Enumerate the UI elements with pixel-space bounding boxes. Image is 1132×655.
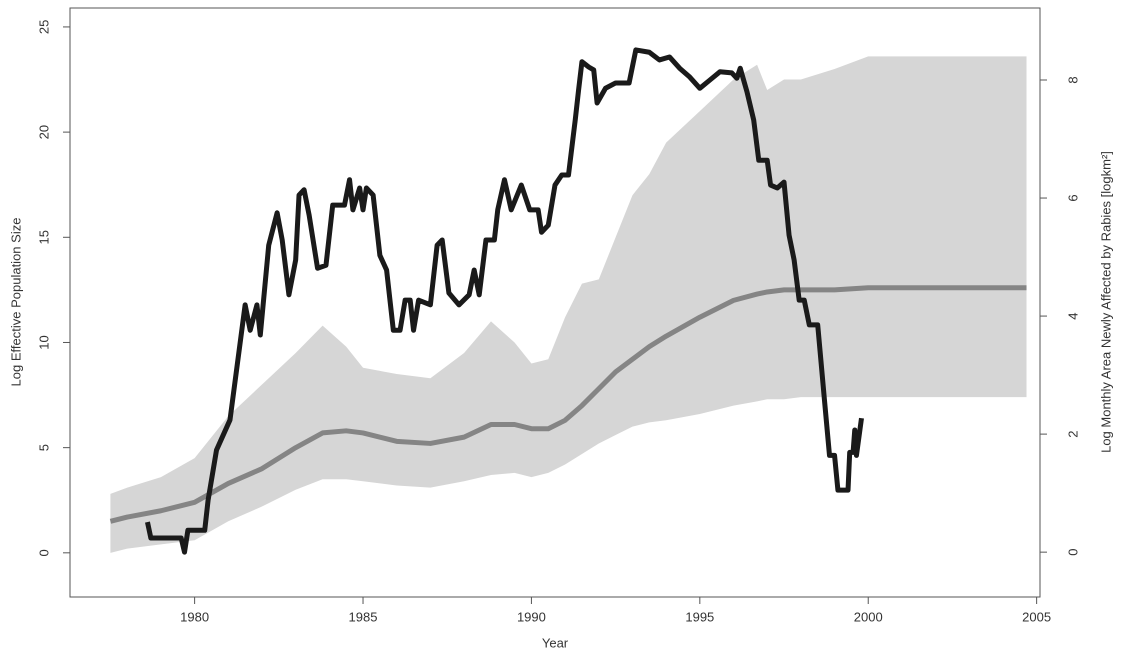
y2-tick-label: 2 (1065, 430, 1080, 437)
x-tick-label: 1995 (685, 609, 714, 624)
y2-tick-label: 6 (1065, 194, 1080, 201)
y2-tick-label: 8 (1065, 76, 1080, 83)
x-tick-label: 2000 (854, 609, 883, 624)
y-tick-label: 15 (36, 230, 51, 244)
y-tick-label: 5 (36, 444, 51, 451)
x-tick-label: 2005 (1022, 609, 1051, 624)
y-tick-label: 10 (36, 335, 51, 349)
series-line (145, 47, 864, 555)
y-axis-label: Log Effective Population Size (8, 218, 23, 387)
series-line (109, 285, 1027, 524)
y2-tick-label: 4 (1065, 312, 1080, 319)
plot-box (69, 7, 1041, 598)
y2-axis-label: Log Monthly Area Newly Affected by Rabie… (1098, 151, 1113, 453)
y-tick-label: 20 (36, 125, 51, 139)
x-axis-label: Year (542, 635, 569, 650)
x-tick-label: 1990 (517, 609, 546, 624)
y-tick-label: 0 (36, 549, 51, 556)
x-tick-label: 1980 (180, 609, 209, 624)
y2-tick-label: 0 (1065, 549, 1080, 556)
y-tick-label: 25 (36, 20, 51, 34)
x-tick-label: 1985 (349, 609, 378, 624)
uncertainty-band (110, 56, 1027, 553)
